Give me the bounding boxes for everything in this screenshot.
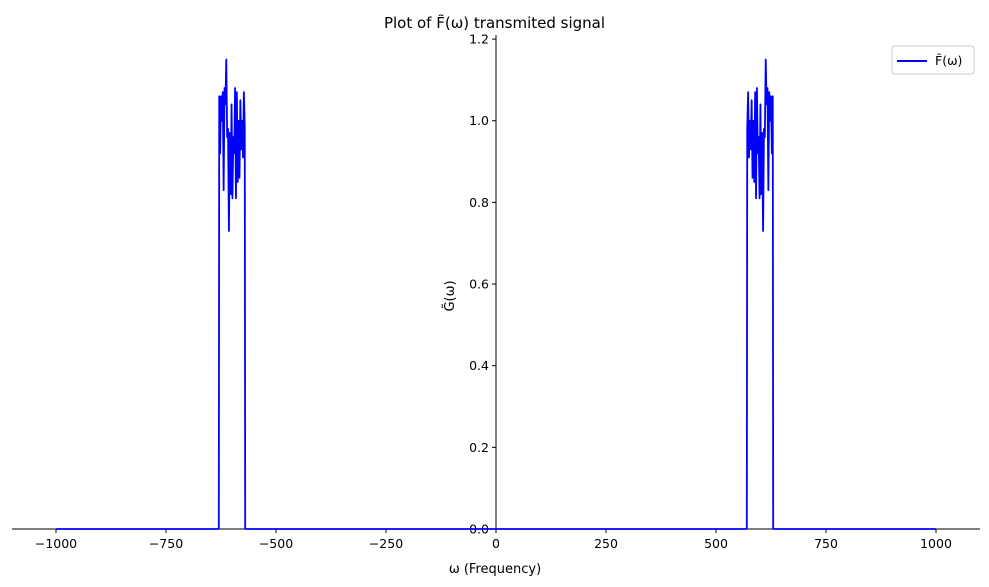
x-tick-label: −750	[149, 536, 183, 551]
chart-title: Plot of F̃(ω) transmited signal	[384, 13, 605, 32]
x-tick-label: −500	[259, 536, 293, 551]
y-tick-label: 0.8	[469, 195, 489, 210]
legend-box	[891, 45, 975, 75]
x-tick-label: 500	[704, 536, 728, 551]
y-tick-label: 0.6	[469, 277, 489, 292]
y-ticks: 0.00.20.40.60.81.01.2	[469, 32, 496, 537]
axes	[12, 35, 980, 530]
x-tick-label: −1000	[35, 536, 77, 551]
x-axis-label: ω (Frequency)	[449, 562, 541, 577]
x-tick-label: 750	[814, 536, 838, 551]
series-line	[56, 58, 936, 530]
y-tick-label: 1.2	[469, 32, 489, 47]
x-tick-label: 250	[594, 536, 618, 551]
x-tick-label: 1000	[920, 536, 952, 551]
legend-label: F̃(ω)	[935, 53, 962, 68]
y-tick-label: 1.0	[469, 113, 489, 128]
y-tick-label: 0.2	[469, 440, 489, 455]
x-tick-label: −250	[369, 536, 403, 551]
x-ticks: −1000 −750 −500 −250 0 250 500 750 1000	[35, 529, 952, 551]
y-axis-label: G̃(ω)	[443, 280, 458, 311]
x-tick-label: 0	[492, 536, 500, 551]
legend: F̃(ω)	[891, 45, 975, 75]
y-tick-label: 0.4	[469, 358, 489, 373]
series-group	[56, 58, 936, 530]
